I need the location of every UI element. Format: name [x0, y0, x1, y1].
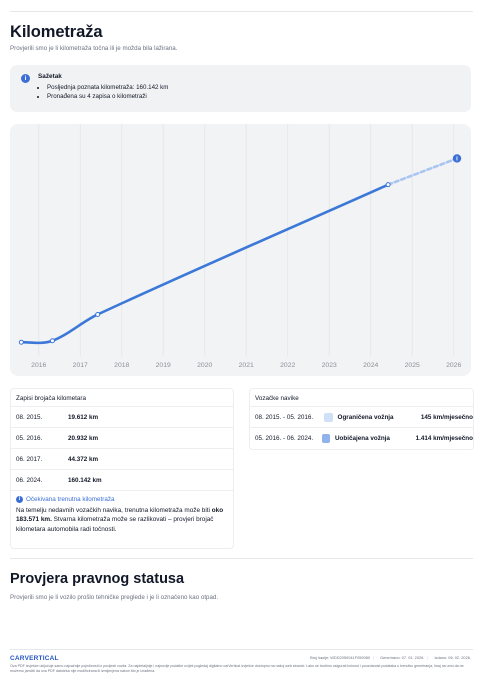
projection-info-glyph: i: [456, 157, 458, 163]
x-tick-label: 2025: [405, 362, 420, 369]
section-subtitle: Provjerili smo je li vozilo prošlo tehni…: [10, 594, 219, 601]
habit-period: 08. 2015. - 05. 2016.: [255, 413, 314, 421]
info-icon: i: [16, 496, 23, 503]
x-tick-label: 2023: [322, 362, 337, 369]
x-tick-label: 2024: [363, 362, 378, 369]
record-km: 160.142 km: [68, 476, 102, 484]
habit-speed: 1.414 km/mjesečno: [415, 435, 473, 442]
issued-date: Izdano: 06. 02. 2026.: [434, 655, 471, 660]
habit-speed: 145 km/mjesečno: [420, 413, 473, 421]
table-row: 05. 2016. 20.932 km: [11, 428, 233, 449]
section-divider: [10, 558, 473, 559]
x-tick-label: 2021: [239, 362, 254, 369]
x-tick-label: 2020: [197, 362, 212, 369]
data-point: [95, 311, 101, 317]
summary-item: Pronađena su 4 zapisa o kilometraži: [47, 92, 168, 101]
driving-habits-card: Vozačke navike 08. 2015. - 05. 2016. Ogr…: [249, 388, 474, 450]
x-tick-label: 2026: [446, 362, 461, 369]
x-tick-label: 2016: [31, 362, 46, 369]
footer-meta: Broj šasije: WDD2050041F059080 | Generiran…: [310, 655, 471, 660]
x-tick-label: 2019: [156, 362, 171, 369]
record-date: 06. 2017.: [16, 455, 43, 463]
table-row: 06. 2017. 44.372 km: [11, 449, 233, 470]
page-title: Kilometraža: [10, 23, 103, 41]
habit-color-swatch: [321, 434, 330, 443]
x-tick-label: 2022: [280, 362, 295, 369]
x-tick-label: 2017: [73, 362, 88, 369]
x-tick-label: 2018: [114, 362, 129, 369]
mileage-chart: 2016 2017 2018 2019 2020 2021 2022 2023 2024 2025…: [10, 124, 471, 376]
data-point: [385, 182, 391, 188]
table-row: 06. 2024. 160.142 km: [11, 470, 233, 491]
habit-color-swatch: [323, 412, 333, 422]
data-point: [18, 339, 24, 345]
summary-title: Sažetak: [38, 73, 62, 80]
note-body: Na temelju nedavnih vozačkih navika, tre…: [16, 507, 224, 533]
note-title: Očekivana trenutna kilometraža: [26, 496, 115, 503]
record-date: 08. 2015.: [16, 413, 43, 421]
list-item: 05. 2016. - 06. 2024. Uobičajena vožnja …: [250, 428, 473, 449]
record-date: 05. 2016.: [16, 434, 43, 442]
projection-info-icon: [452, 154, 462, 163]
summary-item: Posljednja poznata kilometraža: 160.142 …: [47, 83, 168, 92]
footer-disclaimer: Ova PDF izvješće uključuje samo najvažni…: [10, 664, 464, 673]
habit-label: Uobičajena vožnja: [335, 435, 390, 442]
habits-title: Vozačke navike: [250, 389, 473, 407]
footer-divider: [10, 649, 473, 650]
habit-period: 05. 2016. - 06. 2024.: [255, 435, 314, 442]
vin-number: Broj šasije: WDD2050041F059080: [310, 655, 371, 660]
table-row: 08. 2015. 19.612 km: [11, 407, 233, 428]
data-point: [49, 338, 55, 344]
record-km: 44.372 km: [68, 455, 99, 463]
list-item: 08. 2015. - 05. 2016. Ograničena vožnja …: [250, 407, 473, 428]
info-icon: i: [21, 74, 30, 83]
odometer-records-card: Zapisi brojača kilometara 08. 2015. 19.6…: [10, 388, 234, 549]
record-date: 06. 2024.: [16, 476, 43, 484]
expected-mileage-note: i Očekivana trenutna kilometraža Na teme…: [11, 491, 233, 539]
records-title: Zapisi brojača kilometara: [11, 389, 233, 407]
mileage-chart-svg: 2016 2017 2018 2019 2020 2021 2022 2023 2024 2025…: [18, 124, 462, 369]
projection-line: [386, 157, 459, 186]
top-divider: [10, 11, 473, 12]
habit-label: Ograničena vožnja: [337, 413, 394, 421]
generated-date: Generirano: 07. 01. 2026.: [380, 655, 425, 660]
section-title: Provjera pravnog statusa: [10, 571, 185, 587]
record-km: 19.612 km: [68, 413, 99, 421]
record-km: 20.932 km: [68, 434, 99, 442]
carvertical-logo: CARVERTICAL: [10, 655, 59, 662]
page-subtitle: Provjerili smo je li kilometraža točna i…: [10, 45, 178, 52]
summary-box: i Sažetak Posljednja poznata kilometraža…: [10, 65, 471, 112]
